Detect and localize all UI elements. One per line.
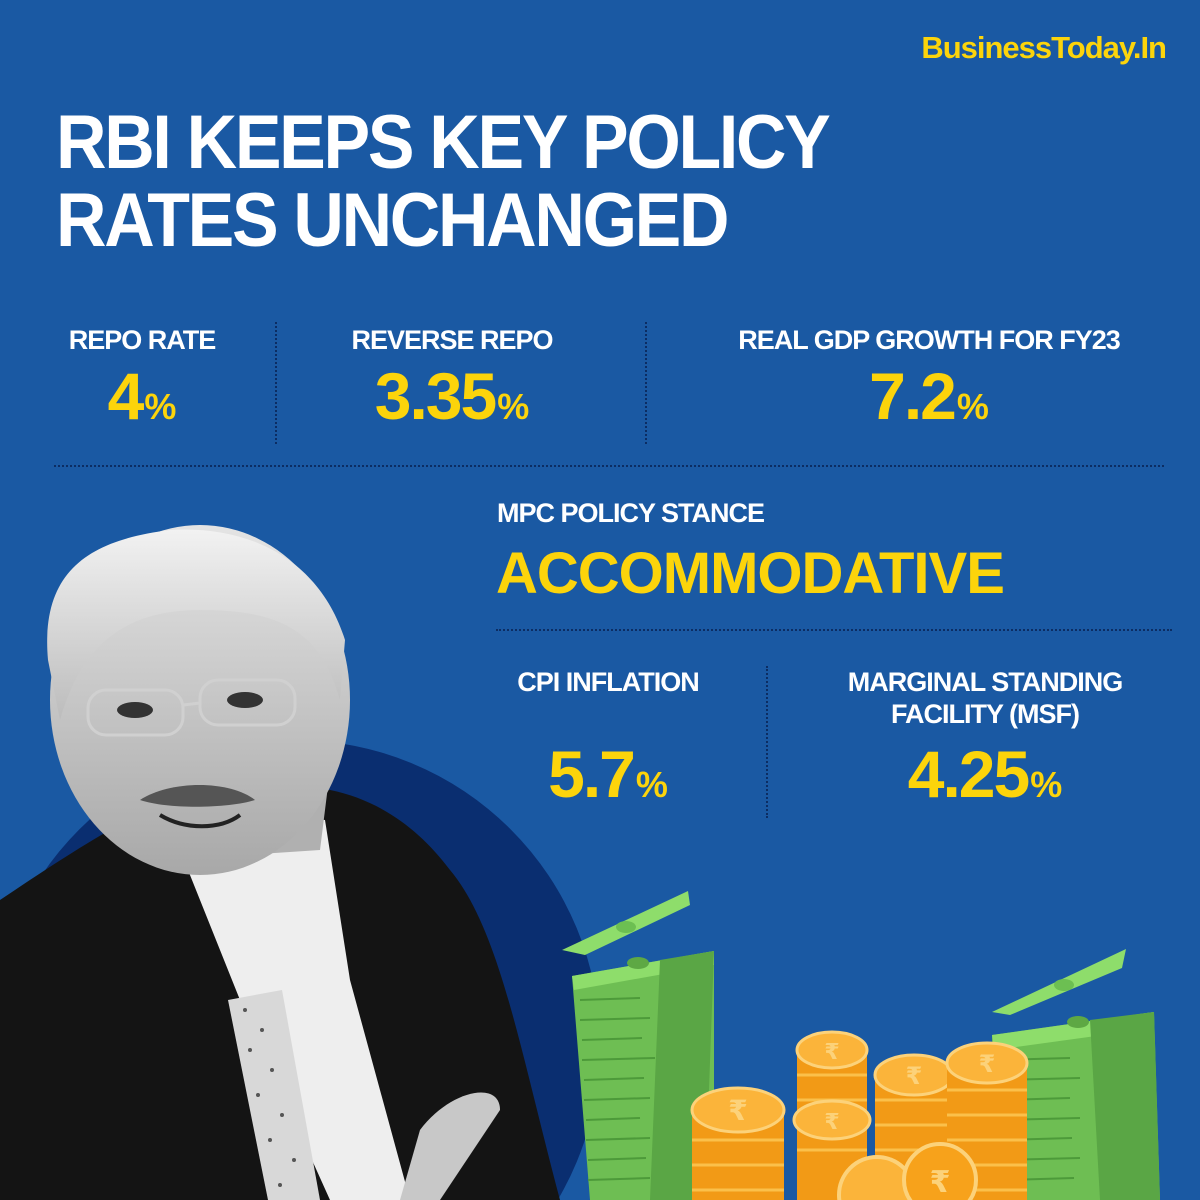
divider-horizontal [496, 629, 1172, 631]
divider-vertical [766, 666, 768, 818]
brand-logo: BusinessToday.In [921, 30, 1167, 65]
svg-text:₹: ₹ [979, 1050, 996, 1078]
stance-label: MPC POLICY STANCE [497, 498, 765, 528]
svg-text:₹: ₹ [906, 1062, 923, 1090]
person-silhouette-icon [0, 525, 560, 1200]
stat-label: REAL GDP GROWTH FOR FY23 [738, 325, 1121, 355]
stat-value: 7.2% [869, 359, 989, 433]
stat-reverse-repo: REVERSE REPO 3.35% [312, 324, 592, 434]
stat-gdp-growth: REAL GDP GROWTH FOR FY23 7.2% [690, 324, 1168, 434]
svg-text:₹: ₹ [930, 1165, 951, 1200]
svg-text:₹: ₹ [824, 1110, 839, 1135]
stat-value: 4% [107, 359, 177, 433]
divider-horizontal [54, 465, 1164, 467]
stat-repo-rate: REPO RATE 4% [54, 324, 230, 434]
stat-value: 4.25% [907, 737, 1063, 811]
stat-msf: MARGINAL STANDING FACILITY (MSF) 4.25% [800, 666, 1170, 812]
stat-value: 3.35% [374, 359, 530, 433]
headline-line-1: RBI KEEPS KEY POLICY [56, 100, 831, 185]
stat-cpi-inflation: CPI INFLATION 5.7% [488, 666, 728, 812]
stat-label-line-2: FACILITY (MSF) [891, 699, 1080, 729]
coin-stacks-icon: ₹ ₹ ₹ ₹ ₹ [690, 1030, 1029, 1200]
stat-label-line-1: MARGINAL STANDING [847, 667, 1124, 697]
stat-value: 5.7% [548, 737, 668, 811]
stat-label: CPI INFLATION [517, 667, 699, 697]
headline-line-2: RATES UNCHANGED [56, 178, 729, 263]
divider-vertical [275, 322, 277, 444]
divider-vertical [645, 322, 647, 444]
banknote-stack-left-icon [562, 891, 714, 1200]
svg-text:₹: ₹ [824, 1040, 839, 1065]
stance-value: ACCOMMODATIVE [496, 541, 1005, 606]
banknote-stack-right-icon [992, 949, 1160, 1200]
stat-label: REVERSE REPO [351, 325, 553, 355]
headline: RBI KEEPS KEY POLICY RATES UNCHANGED [56, 100, 831, 263]
stat-label: REPO RATE [68, 325, 217, 355]
svg-text:₹: ₹ [728, 1094, 747, 1127]
